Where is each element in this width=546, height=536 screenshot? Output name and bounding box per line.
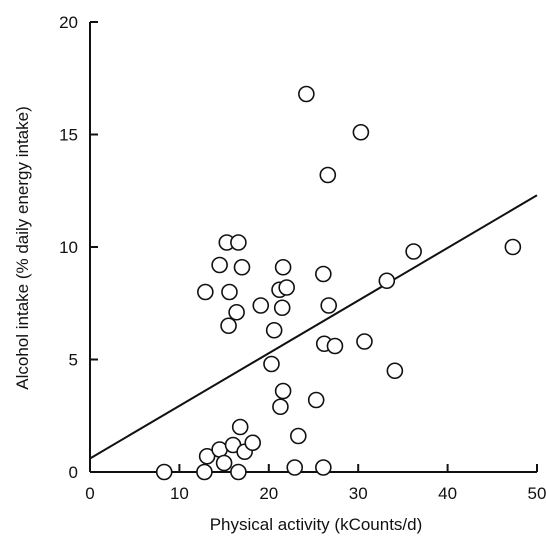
data-point — [278, 279, 295, 296]
data-point — [228, 303, 245, 321]
data-point — [274, 382, 292, 400]
x-tick-label: 50 — [528, 484, 546, 503]
data-point — [211, 256, 228, 274]
regression-line — [89, 194, 538, 460]
x-tick-label: 40 — [438, 484, 457, 503]
data-point — [263, 355, 280, 373]
data-point — [386, 362, 404, 380]
data-point — [326, 337, 344, 355]
data-point — [272, 398, 289, 416]
data-point — [196, 463, 213, 481]
data-point — [315, 265, 332, 283]
data-point — [290, 427, 307, 445]
data-point — [252, 297, 270, 314]
y-axis-title: Alcohol intake (% daily energy intake) — [13, 106, 32, 389]
x-tick-label: 30 — [349, 484, 368, 503]
data-point — [155, 463, 173, 481]
x-axis-title: Physical activity (kCounts/d) — [210, 515, 423, 534]
data-point — [265, 321, 283, 339]
data-point — [231, 418, 249, 436]
data-point — [221, 283, 238, 301]
trendline-layer — [89, 194, 538, 460]
data-point — [319, 166, 337, 184]
data-point — [198, 447, 216, 465]
data-point — [307, 391, 325, 409]
data-point — [286, 459, 304, 476]
x-tick-label: 20 — [259, 484, 278, 503]
data-point — [215, 454, 233, 472]
data-point — [405, 243, 422, 260]
x-tick-label: 0 — [85, 484, 94, 503]
data-point — [274, 258, 292, 276]
data-point — [197, 283, 214, 301]
data-point — [315, 459, 332, 476]
data-point — [504, 238, 522, 256]
data-point — [320, 297, 337, 314]
y-tick-label: 20 — [59, 13, 78, 32]
data-point — [244, 434, 262, 452]
data-point — [356, 333, 373, 350]
data-point — [230, 463, 247, 481]
tick-labels: 0 10 20 30 40 50 0 5 10 15 20 — [59, 13, 546, 503]
data-point — [378, 272, 396, 290]
y-tick-label: 15 — [59, 126, 78, 145]
data-point — [352, 123, 370, 141]
data-points — [155, 85, 522, 481]
data-point — [230, 234, 247, 251]
data-point — [273, 299, 291, 317]
y-tick-label: 10 — [59, 238, 78, 257]
y-tick-label: 5 — [69, 351, 78, 370]
y-tick-label: 0 — [69, 463, 78, 482]
data-point — [220, 317, 237, 335]
x-tick-label: 10 — [170, 484, 189, 503]
data-point — [298, 85, 315, 103]
data-point — [233, 258, 251, 276]
